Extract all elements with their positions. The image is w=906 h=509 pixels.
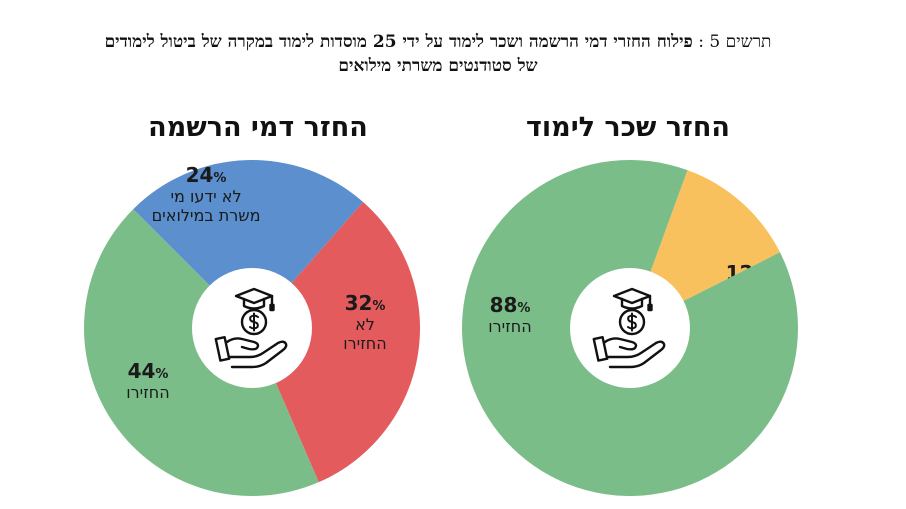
caption-label: תרשים 5 : bbox=[698, 32, 772, 52]
svg-text:32%: 32% bbox=[345, 291, 386, 315]
slice-category-label: משרת במילואים bbox=[152, 206, 261, 225]
svg-text:24%: 24% bbox=[186, 163, 227, 187]
donut-slice bbox=[252, 201, 421, 483]
hand-money-graduation-cap-icon bbox=[214, 287, 288, 369]
slice-value-label: 88 bbox=[490, 293, 518, 317]
percent-sign: % bbox=[372, 299, 385, 314]
caption-line1: פילוח החזרי דמי הרשמה ושכר לימוד על ידי … bbox=[104, 32, 693, 52]
slice-label: 44%החזירו bbox=[126, 359, 169, 402]
slice-category-label: החזירו bbox=[343, 334, 386, 353]
svg-text:44%: 44% bbox=[128, 359, 169, 383]
caption-line2: של סטודנטים משרתי מילואים bbox=[338, 56, 538, 76]
percent-sign: % bbox=[213, 171, 226, 186]
slice-category-label: החזירו bbox=[126, 383, 169, 402]
hand-money-graduation-cap-icon bbox=[592, 287, 666, 369]
donut-slice bbox=[133, 160, 364, 328]
figure-caption: תרשים 5 : פילוח החזרי דמי הרשמה ושכר לימ… bbox=[0, 30, 876, 78]
slice-label: 88%החזירו bbox=[488, 293, 531, 336]
slice-category-label: לא ידעו מי bbox=[170, 187, 241, 206]
slice-value-label: 24 bbox=[186, 163, 214, 187]
percent-sign: % bbox=[517, 301, 530, 316]
donut-chart-tuition: 12%החזירוחלקית88%החזירו bbox=[461, 160, 798, 496]
chart-title-tuition: החזר שכר לימוד bbox=[526, 112, 730, 143]
percent-sign: % bbox=[155, 367, 168, 382]
svg-text:88%: 88% bbox=[490, 293, 531, 317]
chart-title-registration: החזר דמי הרשמה bbox=[148, 112, 368, 143]
slice-value-label: 44 bbox=[128, 359, 156, 383]
slice-category-label: החזירו bbox=[488, 317, 531, 336]
slice-value-label: 32 bbox=[345, 291, 373, 315]
slice-category-label: לא bbox=[355, 315, 375, 334]
